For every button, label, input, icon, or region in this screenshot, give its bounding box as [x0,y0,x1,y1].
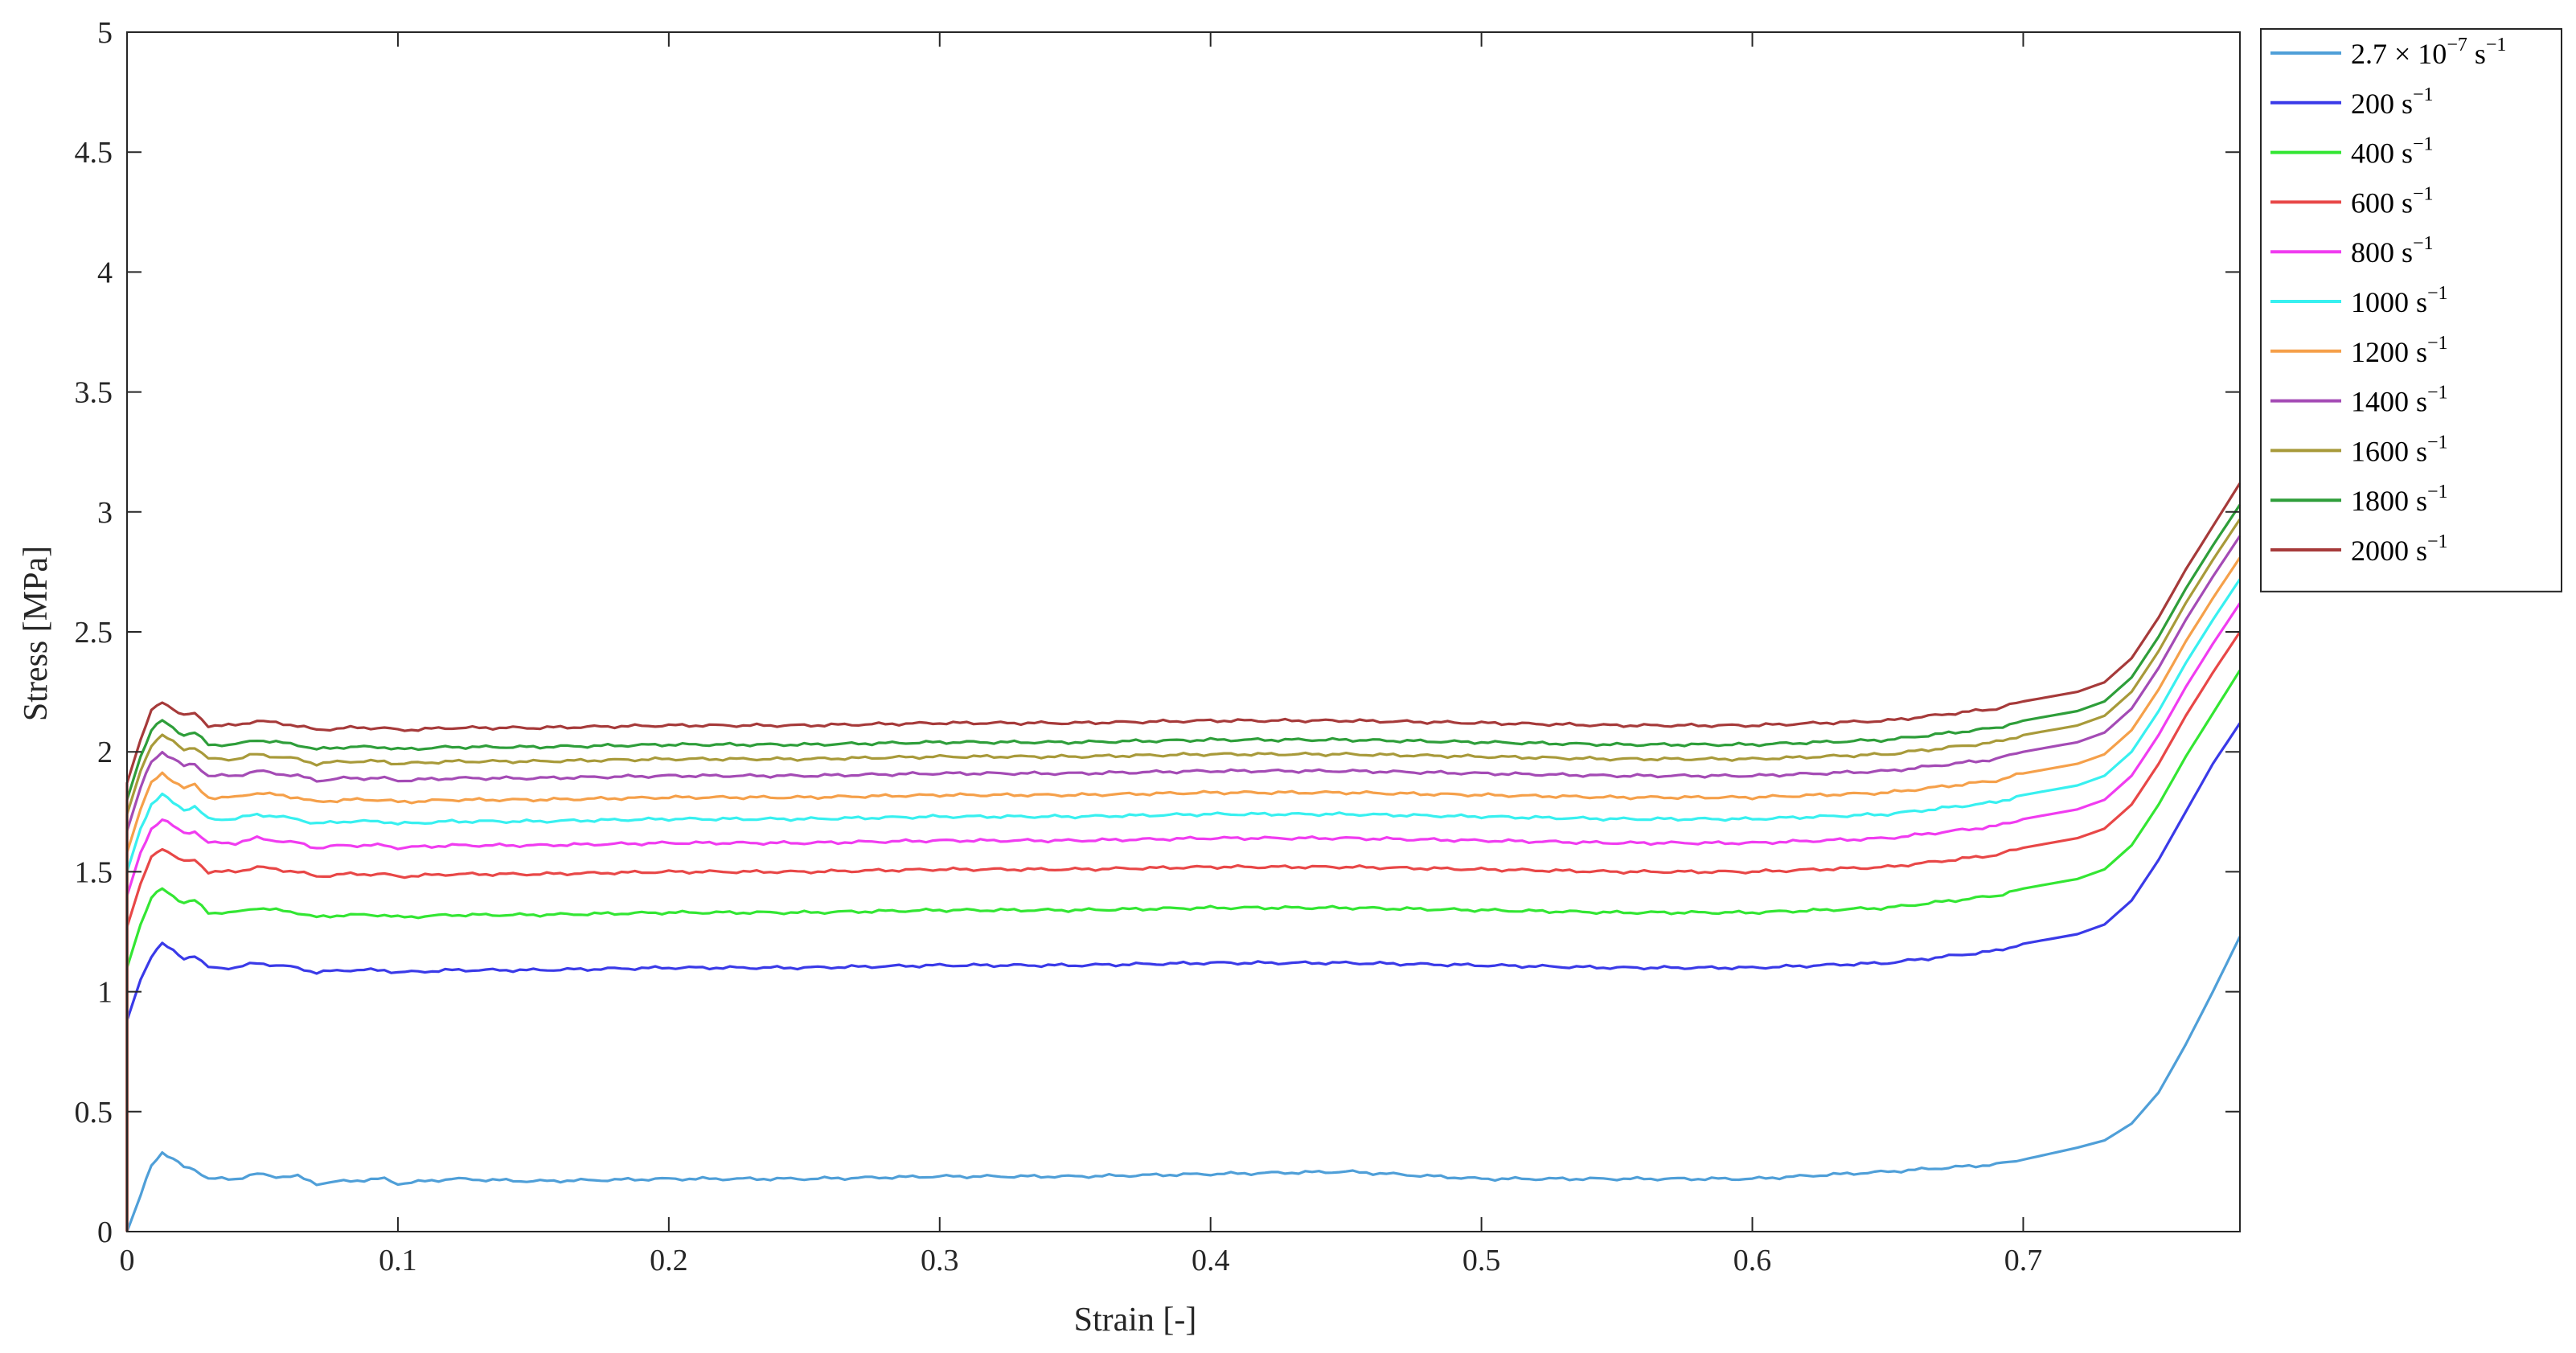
x-tick-label: 0.2 [650,1244,688,1277]
legend-entry: 1200 s−1 [2270,333,2448,368]
y-tick-label: 2.5 [75,616,113,650]
legend-label: 2.7 × 10−7 s−1 [2351,35,2506,70]
legend-label: 200 s−1 [2351,84,2434,120]
y-axis-title: Stress [MPa] [18,546,55,721]
x-tick-label: 0.4 [1192,1244,1230,1277]
y-tick-label: 5 [97,16,113,50]
x-tick-label: 0.3 [921,1244,959,1277]
series-line-11 [125,482,2242,1232]
x-tick-label: 0 [120,1244,135,1277]
y-tick-label: 3 [97,496,113,530]
legend-label: 1000 s−1 [2351,283,2448,318]
axes-layer: 0 0.1 0.2 0.3 0.4 0.5 0.6 0.7 0 0.5 1 1.5 2 2.5 3 3.5 4 4… [75,16,2241,1277]
legend-entry: 1400 s−1 [2270,383,2448,418]
x-tick-label: 0.7 [2004,1244,2043,1277]
legend-entry: 1800 s−1 [2270,482,2448,517]
series-line-1 [125,936,2242,1232]
legend-entry: 2000 s−1 [2270,531,2448,567]
legend-box [2260,28,2562,592]
series-line-3 [125,669,2242,1232]
series-line-8 [125,535,2242,1232]
legend-label: 600 s−1 [2351,183,2434,219]
y-tick-label: 0.5 [75,1096,113,1130]
legend: 2.7 × 10−7 s−1 200 s−1 400 s−1 600 s−1 800 s… [2260,28,2562,592]
y-tick-label: 4.5 [75,136,113,170]
legend-label: 1200 s−1 [2351,333,2448,368]
x-tick-label: 0.5 [1462,1244,1501,1277]
series-line-10 [125,503,2242,1232]
series-line-9 [125,518,2242,1232]
legend-label: 2000 s−1 [2351,531,2448,567]
y-tick-label: 3.5 [75,376,113,410]
series-line-6 [125,578,2242,1232]
legend-entry: 400 s−1 [2270,134,2434,170]
plot-background [127,32,2240,1232]
legend-label: 1800 s−1 [2351,482,2448,517]
series-line-2 [125,722,2242,1232]
series-line-5 [125,602,2242,1232]
series-layer [125,482,2242,1232]
legend-entry: 200 s−1 [2270,84,2434,120]
x-axis-title: Strain [-] [1074,1302,1197,1339]
legend-entry: 2.7 × 10−7 s−1 [2270,35,2506,70]
y-tick-label: 1.5 [75,855,113,889]
legend-label: 1400 s−1 [2351,383,2448,418]
y-tick-label: 0 [97,1216,113,1249]
legend-entry: 600 s−1 [2270,183,2434,219]
legend-entry: 1000 s−1 [2270,283,2448,318]
plot-area [127,32,2240,1232]
legend-label: 400 s−1 [2351,134,2434,170]
legend-entry: 800 s−1 [2270,233,2434,269]
legend-label: 800 s−1 [2351,233,2434,269]
x-tick-label: 0.1 [379,1244,417,1277]
series-line-4 [125,631,2242,1232]
y-tick-label: 1 [97,976,113,1010]
y-tick-label: 4 [97,256,113,289]
series-line-7 [125,556,2242,1232]
y-tick-label: 2 [97,736,113,769]
legend-label: 1600 s−1 [2351,432,2448,467]
legend-entry: 1600 s−1 [2270,432,2448,467]
x-tick-label: 0.6 [1733,1244,1772,1277]
